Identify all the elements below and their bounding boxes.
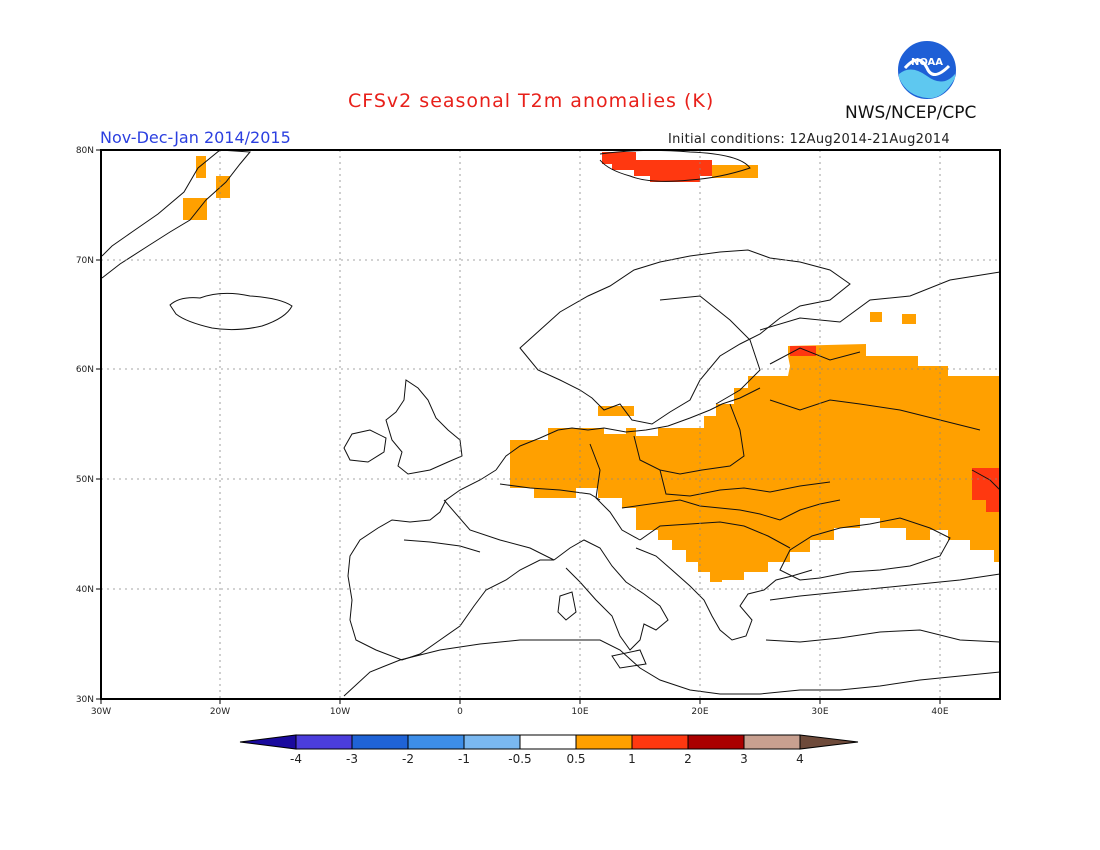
map-title: CFSv2 seasonal T2m anomalies (K) bbox=[348, 90, 715, 112]
colorbar bbox=[239, 734, 859, 750]
colorbar-label: -3 bbox=[346, 752, 358, 766]
noaa-logo: NOAA bbox=[896, 39, 958, 101]
y-tick-label: 70N bbox=[76, 256, 94, 266]
y-tick-label: 30N bbox=[76, 695, 94, 705]
colorbar-swatch bbox=[631, 734, 689, 750]
colorbar-label: -0.5 bbox=[508, 752, 531, 766]
x-tick-label: 20E bbox=[691, 707, 708, 717]
colorbar-label: -2 bbox=[402, 752, 414, 766]
colorbar-swatch bbox=[575, 734, 633, 750]
colorbar-label: 2 bbox=[684, 752, 692, 766]
y-tick-label: 50N bbox=[76, 475, 94, 485]
colorbar-label: -4 bbox=[290, 752, 302, 766]
colorbar-swatch bbox=[743, 734, 801, 750]
colorbar-label: 3 bbox=[740, 752, 748, 766]
map-frame bbox=[100, 149, 1001, 700]
y-tick-label: 40N bbox=[76, 585, 94, 595]
x-tick-label: 30E bbox=[811, 707, 828, 717]
colorbar-label: 4 bbox=[796, 752, 804, 766]
x-tick-label: 20W bbox=[210, 707, 230, 717]
y-tick-labels: 80N 70N 60N 50N 40N 30N bbox=[76, 146, 94, 705]
colorbar-label: -1 bbox=[458, 752, 470, 766]
colorbar-swatch bbox=[295, 734, 353, 750]
anomaly-shading bbox=[183, 152, 1000, 582]
colorbar-swatch bbox=[687, 734, 745, 750]
colorbar-arrow-right bbox=[799, 734, 859, 750]
colorbar-arrow-left bbox=[239, 734, 297, 750]
colorbar-swatch bbox=[407, 734, 465, 750]
initial-conditions-label: Initial conditions: 12Aug2014-21Aug2014 bbox=[668, 132, 950, 147]
colorbar-swatch bbox=[463, 734, 521, 750]
colorbar-swatch bbox=[351, 734, 409, 750]
x-tick-label: 10E bbox=[571, 707, 588, 717]
colorbar-labels: -4 -3 -2 -1 -0.5 0.5 1 2 3 4 bbox=[290, 752, 804, 766]
tick-marks bbox=[96, 149, 941, 704]
colorbar-label: 0.5 bbox=[566, 752, 585, 766]
x-tick-labels: 30W 20W 10W 0 10E 20E 30E 40E bbox=[91, 707, 949, 717]
colorbar-swatch bbox=[519, 734, 577, 750]
colorbar-label: 1 bbox=[628, 752, 636, 766]
coastlines bbox=[101, 149, 1001, 697]
y-tick-label: 60N bbox=[76, 365, 94, 375]
x-tick-label: 30W bbox=[91, 707, 111, 717]
y-tick-label: 80N bbox=[76, 146, 94, 156]
x-tick-label: 0 bbox=[457, 707, 463, 717]
x-tick-label: 40E bbox=[931, 707, 948, 717]
agency-label: NWS/NCEP/CPC bbox=[845, 103, 977, 123]
x-tick-label: 10W bbox=[330, 707, 350, 717]
season-label: Nov-Dec-Jan 2014/2015 bbox=[100, 128, 291, 147]
svg-text:NOAA: NOAA bbox=[911, 57, 943, 68]
gridlines bbox=[101, 150, 1000, 699]
